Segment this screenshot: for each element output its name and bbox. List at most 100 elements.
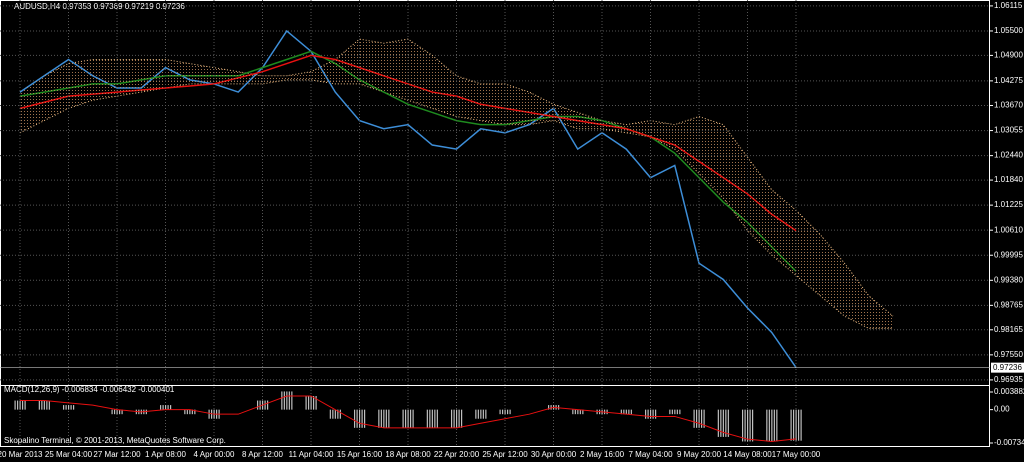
x-tick-label: 17 May 00:00 — [772, 450, 821, 459]
x-tick-label: 25 Apr 12:00 — [482, 450, 528, 459]
macd-bar — [165, 405, 167, 410]
macd-bar — [434, 409, 436, 428]
y-tick-label: 0.99380 — [994, 275, 1023, 284]
signal-line — [20, 395, 797, 442]
macd-bar — [579, 409, 581, 415]
macd-bar — [257, 400, 259, 410]
macd-bar — [380, 409, 382, 428]
macd-bar — [577, 409, 579, 415]
macd-bar — [111, 409, 113, 415]
y-tick-label: 0.96935 — [994, 375, 1023, 384]
x-tick-label: 1 Apr 08:00 — [145, 450, 186, 459]
macd-bar — [281, 391, 283, 410]
macd-bar — [14, 400, 16, 410]
macd-bar — [436, 409, 438, 428]
macd-bar — [184, 409, 186, 415]
macd-bar — [800, 409, 802, 441]
footer: Skopalino Terminal, © 2001-2013, MetaQuo… — [4, 436, 226, 445]
macd-bar — [378, 409, 380, 428]
macd-bar — [162, 405, 164, 410]
x-tick-label: 2 May 16:00 — [580, 450, 625, 459]
macd-bar — [167, 405, 169, 410]
x-tick-label: 8 Apr 12:00 — [242, 450, 283, 459]
y-tick-label: 1.04900 — [994, 51, 1023, 60]
macd-bar — [43, 400, 45, 410]
macd-bar — [698, 409, 700, 428]
macd-bar — [674, 409, 676, 415]
macd-bar — [19, 400, 21, 410]
macd-bar — [283, 391, 285, 410]
macd-bar — [645, 409, 647, 419]
macd-bar — [485, 409, 487, 419]
macd-bar — [191, 409, 193, 415]
y-tick-label: 1.00610 — [994, 225, 1023, 234]
macd-bar — [461, 409, 463, 428]
macd-bar — [383, 409, 385, 428]
macd-bar — [453, 409, 455, 428]
macd-bar — [114, 409, 116, 415]
y-tick-label: 1.02440 — [994, 151, 1023, 160]
y-tick-label: 1.01840 — [994, 175, 1023, 184]
macd-bar — [550, 405, 552, 410]
macd-bar — [655, 409, 657, 419]
macd-bar — [630, 409, 632, 415]
x-tick-label: 18 Apr 08:00 — [385, 450, 431, 459]
macd-bar — [305, 396, 307, 410]
y-tick-label: -0.00734 — [994, 438, 1024, 447]
y-tick-label: 1.06115 — [994, 1, 1023, 10]
macd-bar — [160, 405, 162, 410]
macd-bar — [286, 391, 288, 410]
macd-bar — [361, 409, 363, 428]
macd-bar — [625, 409, 627, 415]
macd-bar — [650, 409, 652, 419]
macd-bar — [720, 409, 722, 437]
macd-bar — [119, 409, 121, 415]
macd-bar — [291, 391, 293, 410]
macd-bar — [456, 409, 458, 428]
macd-bar — [509, 409, 511, 415]
macd-bar — [722, 409, 724, 437]
macd-bar — [679, 409, 681, 415]
macd-bar — [121, 409, 123, 415]
macd-bar — [208, 409, 210, 419]
macd-bar — [499, 409, 501, 415]
y-tick-label: 0.97550 — [994, 350, 1023, 359]
x-tick-label: 20 Mar 2013 — [0, 450, 43, 459]
macd-bar — [189, 409, 191, 415]
y-tick-label: 1.03670 — [994, 101, 1023, 110]
macd-bar — [647, 409, 649, 419]
macd-bar — [41, 400, 43, 410]
macd-bar — [46, 400, 48, 410]
macd-bar — [429, 409, 431, 428]
macd-bar — [652, 409, 654, 419]
macd-bar — [410, 409, 412, 428]
macd-bar — [696, 409, 698, 428]
macd-bar — [22, 400, 24, 410]
macd-bar — [671, 409, 673, 415]
macd-bar — [308, 396, 310, 410]
macd-bar — [402, 409, 404, 428]
macd-bar — [727, 409, 729, 437]
macd-bar — [426, 409, 428, 428]
macd-bar — [259, 400, 261, 410]
macd-bar — [458, 409, 460, 428]
macd-bar — [480, 409, 482, 419]
macd-bar — [186, 409, 188, 415]
macd-bar — [354, 409, 356, 428]
macd-bar — [451, 409, 453, 428]
y-tick-label: 1.04275 — [994, 76, 1023, 85]
current-price-box — [991, 362, 1024, 373]
chart-title: AUDUSD,H4 0.97353 0.97369 0.97219 0.9723… — [14, 2, 185, 11]
macd-bar — [364, 409, 366, 428]
macd-bar — [747, 409, 749, 442]
macd-bar — [693, 409, 695, 428]
macd-bar — [623, 409, 625, 415]
macd-bar — [628, 409, 630, 415]
macd-title: MACD(12,26,9) -0.006834 -0.006432 -0.000… — [4, 385, 175, 394]
macd-bar — [329, 409, 331, 419]
macd-bar — [431, 409, 433, 428]
macd-bar — [332, 409, 334, 419]
macd-bar — [477, 409, 479, 419]
macd-bar — [574, 409, 576, 415]
